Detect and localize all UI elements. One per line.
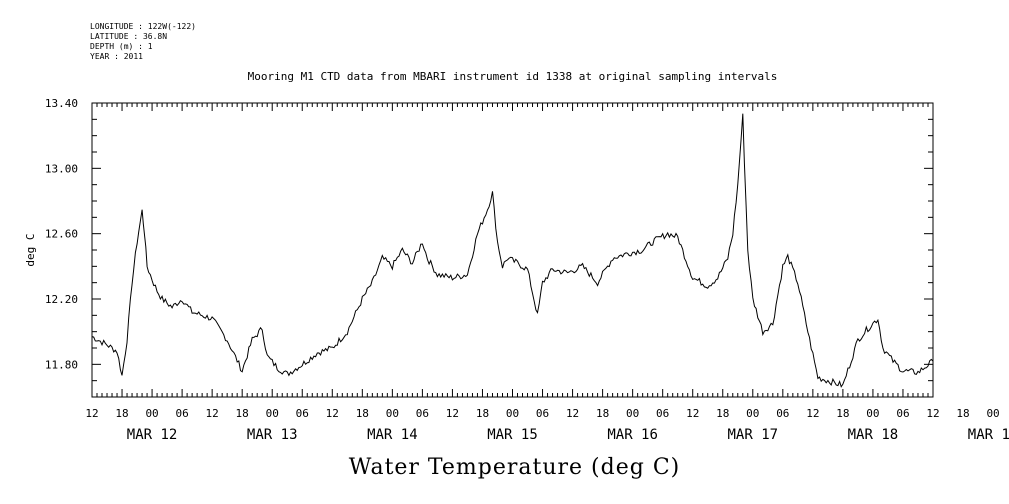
x-date-label: MAR 16 — [607, 427, 658, 443]
y-tick-label: 11.80 — [45, 358, 78, 371]
x-date-label: MAR 12 — [127, 427, 178, 443]
x-date-label: MAR 15 — [487, 427, 538, 443]
x-tick-label: 06 — [656, 407, 669, 420]
x-tick-label: 18 — [836, 407, 849, 420]
x-tick-label: 18 — [716, 407, 729, 420]
x-tick-label: 12 — [926, 407, 939, 420]
x-tick-label: 06 — [776, 407, 789, 420]
depth-label: DEPTH (m) : 1 — [90, 42, 153, 51]
x-tick-label: 00 — [866, 407, 879, 420]
x-tick-label: 00 — [746, 407, 759, 420]
x-tick-label: 18 — [596, 407, 609, 420]
x-tick-label: 00 — [266, 407, 279, 420]
x-date-label: MAR 13 — [247, 427, 298, 443]
x-date-label: MAR 14 — [367, 427, 418, 443]
x-date-label: MAR 19 — [968, 427, 1009, 443]
x-tick-label: 00 — [506, 407, 519, 420]
x-tick-label: 00 — [386, 407, 399, 420]
x-tick-label: 06 — [416, 407, 429, 420]
x-tick-label: 00 — [986, 407, 999, 420]
x-tick-label: 12 — [686, 407, 699, 420]
latitude-label: LATITUDE : 36.8N — [90, 32, 168, 41]
x-tick-label: 06 — [296, 407, 309, 420]
y-tick-label: 13.40 — [45, 97, 78, 110]
x-tick-label: 06 — [175, 407, 188, 420]
x-tick-label: 18 — [476, 407, 489, 420]
x-tick-label: 06 — [536, 407, 549, 420]
x-axis-variable-label: Water Temperature (deg C) — [348, 455, 681, 480]
x-tick-label: 18 — [115, 407, 128, 420]
plot-frame — [91, 102, 934, 398]
y-tick-label: 12.20 — [45, 293, 78, 306]
x-tick-label: 12 — [806, 407, 819, 420]
x-tick-label: 12 — [566, 407, 579, 420]
x-tick-label: 18 — [236, 407, 249, 420]
longitude-label: LONGITUDE : 122W(-122) — [90, 22, 196, 31]
x-tick-label: 18 — [956, 407, 969, 420]
y-tick-label: 13.00 — [45, 162, 78, 175]
water-temperature-line — [91, 113, 934, 388]
x-date-label: MAR 17 — [727, 427, 778, 443]
x-tick-label: 12 — [206, 407, 219, 420]
x-date-label: MAR 18 — [848, 427, 899, 443]
x-tick-label: 06 — [896, 407, 909, 420]
location-metadata: LONGITUDE : 122W(-122) LATITUDE : 36.8N … — [90, 22, 196, 62]
x-tick-label: 00 — [145, 407, 158, 420]
y-axis-label: deg C — [24, 233, 37, 266]
chart-title: Mooring M1 CTD data from MBARI instrumen… — [247, 70, 778, 83]
x-tick-label: 12 — [446, 407, 459, 420]
y-tick-label: 12.60 — [45, 228, 78, 241]
year-label: YEAR : 2011 — [90, 52, 143, 61]
x-tick-label: 18 — [356, 407, 369, 420]
x-tick-label: 12 — [85, 407, 98, 420]
x-tick-label: 00 — [626, 407, 639, 420]
x-tick-label: 12 — [326, 407, 339, 420]
